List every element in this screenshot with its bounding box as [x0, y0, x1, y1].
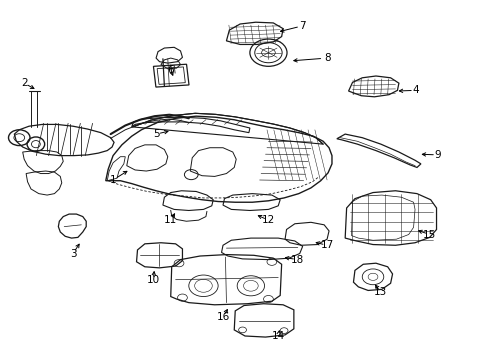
Text: 7: 7	[299, 21, 306, 31]
Text: 11: 11	[164, 215, 177, 225]
Text: 9: 9	[435, 150, 441, 160]
Text: 8: 8	[324, 53, 330, 63]
Text: 15: 15	[423, 230, 436, 239]
Text: 1: 1	[110, 175, 117, 185]
Text: 12: 12	[262, 215, 275, 225]
Text: 10: 10	[147, 275, 160, 285]
Text: 5: 5	[153, 129, 159, 139]
Text: 6: 6	[168, 64, 174, 75]
Bar	[157, 67, 185, 84]
Bar	[153, 64, 189, 87]
Text: 2: 2	[21, 78, 27, 88]
Text: 18: 18	[291, 255, 304, 265]
Text: 4: 4	[413, 85, 419, 95]
Text: 3: 3	[70, 248, 76, 258]
Text: 13: 13	[374, 287, 388, 297]
Text: 14: 14	[271, 331, 285, 341]
Text: 17: 17	[320, 240, 334, 250]
Text: 16: 16	[217, 312, 230, 322]
